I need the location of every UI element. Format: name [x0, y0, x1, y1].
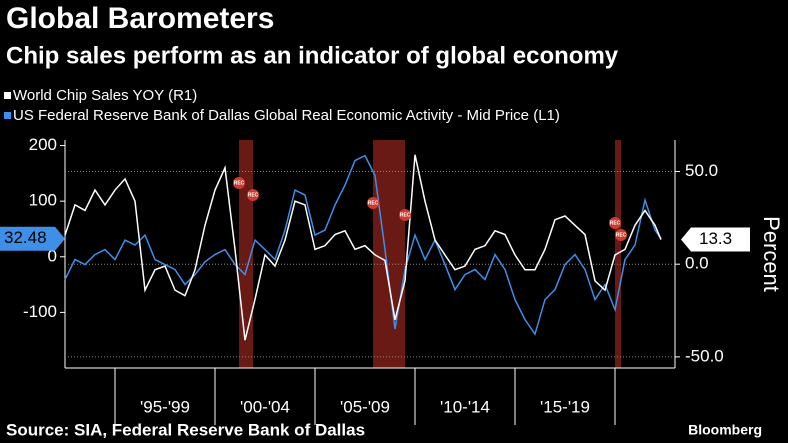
- y-tick-label: 200: [29, 135, 57, 154]
- recession-marker-label: REC: [368, 200, 379, 206]
- recession-marker-label: REC: [234, 180, 245, 186]
- recession-marker-label: REC: [616, 232, 627, 238]
- end-tag: [0, 226, 65, 251]
- recession-band: [373, 140, 405, 368]
- brand: Bloomberg: [688, 422, 762, 438]
- y2-axis-label: Percent: [759, 216, 784, 292]
- end-tag-label: 32.48: [4, 228, 47, 247]
- recession-marker: [367, 197, 379, 209]
- y-tick-label: 100: [29, 191, 57, 210]
- recession-marker-label: REC: [610, 220, 621, 226]
- legend-swatch: [4, 92, 11, 99]
- recession-marker: [609, 217, 621, 229]
- end-tag: [681, 227, 750, 252]
- series-line: [64, 154, 662, 341]
- legend-label: US Federal Reserve Bank of Dallas Global…: [13, 107, 560, 124]
- chart-subtitle: Chip sales perform as an indicator of gl…: [6, 42, 619, 69]
- y2-tick-label: 50.0: [685, 161, 718, 180]
- recession-marker: [615, 229, 627, 241]
- x-tick-label: '05-'09: [340, 397, 390, 416]
- y2-tick-label: 0.0: [685, 254, 709, 273]
- legend-swatch: [4, 112, 11, 119]
- chart-title: Global Barometers: [6, 2, 274, 35]
- series-line: [64, 154, 662, 336]
- x-tick-label: '00-'04: [240, 397, 290, 416]
- legend-label: World Chip Sales YOY (R1): [13, 87, 197, 104]
- end-tag-label: 13.3: [699, 229, 732, 248]
- recession-marker-label: REC: [400, 212, 411, 218]
- y2-tick-label: -50.0: [685, 346, 724, 365]
- recession-marker: [233, 177, 245, 189]
- recession-marker-label: REC: [248, 192, 259, 198]
- x-tick-label: '95-'99: [140, 397, 190, 416]
- source: Source: SIA, Federal Reserve Bank of Dal…: [6, 420, 365, 439]
- y-tick-label: 0: [48, 246, 57, 265]
- recession-marker: [247, 189, 259, 201]
- y-tick-label: -100: [23, 302, 57, 321]
- x-tick-label: '15-'19: [540, 397, 590, 416]
- recession-marker: [399, 209, 411, 221]
- x-tick-label: '10-'14: [440, 397, 490, 416]
